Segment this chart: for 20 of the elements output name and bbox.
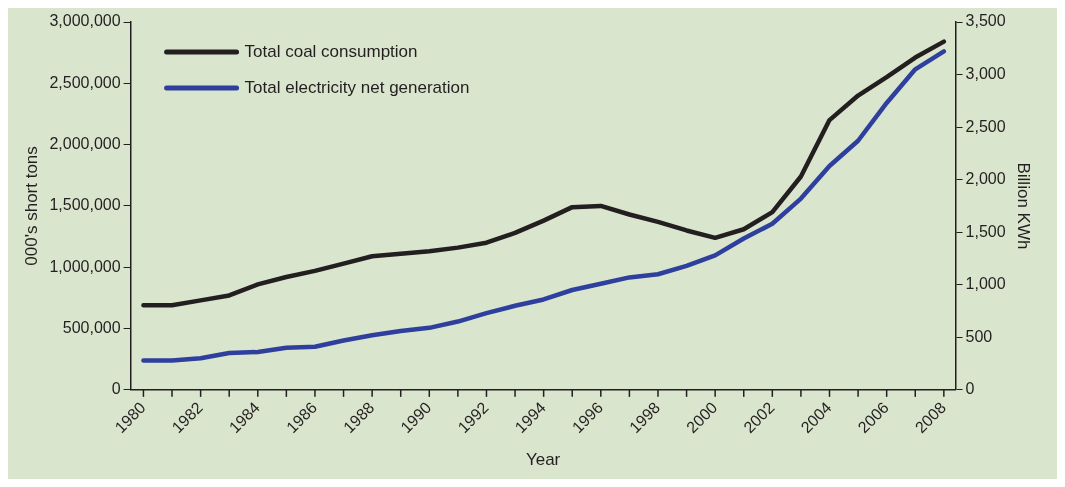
y-axis-title: 000's short tons <box>21 146 41 266</box>
y-tick-label: 2,500,000 <box>49 73 121 91</box>
y-tick-label: 500,000 <box>62 318 121 336</box>
y-tick-label: 3,000,000 <box>49 12 121 30</box>
y2-tick-label: 3,500 <box>965 12 1006 30</box>
y2-axis-title: Billion KWh <box>1014 162 1034 250</box>
y-tick-label: 0 <box>111 380 121 398</box>
x-axis-title: Year <box>525 450 561 470</box>
y-tick-label: 1,500,000 <box>49 196 121 214</box>
legend-label: Total electricity net generation <box>244 77 470 97</box>
legend-label: Total coal consumption <box>244 41 418 61</box>
y2-tick-label: 3,000 <box>965 64 1006 82</box>
y-tick-label: 2,000,000 <box>49 135 121 153</box>
y-tick-label: 1,000,000 <box>49 257 121 275</box>
y2-tick-label: 500 <box>965 327 993 345</box>
y2-tick-label: 1,000 <box>965 275 1006 293</box>
y2-tick-label: 0 <box>965 380 975 398</box>
y2-tick-label: 1,500 <box>965 222 1006 240</box>
y2-tick-label: 2,000 <box>965 170 1006 188</box>
y2-tick-label: 2,500 <box>965 117 1006 135</box>
